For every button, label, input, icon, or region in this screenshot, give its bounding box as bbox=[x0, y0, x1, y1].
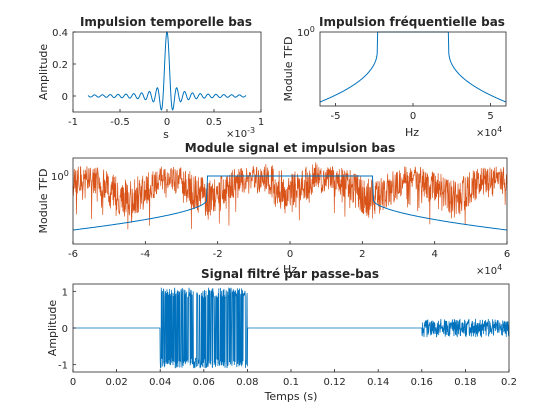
panel4-xlabel: Temps (s) bbox=[264, 390, 318, 403]
panel1-title: Impulsion temporelle bas bbox=[80, 15, 252, 29]
panel4-xtick-label: 0.02 bbox=[105, 377, 127, 388]
panel2-xtick-label: 5 bbox=[487, 111, 493, 122]
panel4-xtick-label: 0.12 bbox=[323, 377, 345, 388]
panel3-xtick-label: -6 bbox=[68, 249, 78, 260]
panel3-xtick-label: 2 bbox=[359, 249, 365, 260]
panel4-xtick-label: 0.04 bbox=[149, 377, 171, 388]
panel4-ytick-label: 1 bbox=[62, 287, 68, 298]
panel4-xtick-label: 0.14 bbox=[367, 377, 389, 388]
panel1-axes-box bbox=[72, 31, 262, 113]
panel4-xtick-label: 0.1 bbox=[283, 377, 299, 388]
filtered-signal-series bbox=[73, 287, 510, 369]
signal-spectrum-series bbox=[72, 162, 508, 230]
panel4-xtick-label: 0.18 bbox=[454, 377, 476, 388]
panel3-xtick-label: 6 bbox=[504, 249, 510, 260]
panel1-xtick-label: 1 bbox=[258, 117, 264, 128]
panel1-xtick-label: 0 bbox=[164, 117, 170, 128]
panel2-xtick-label: 0 bbox=[410, 111, 416, 122]
panel1-ytick-label: 0 bbox=[62, 92, 68, 103]
panel1-x-multiplier: ×10-3 bbox=[226, 126, 255, 140]
panel1-xtick-label: -0.5 bbox=[110, 117, 130, 128]
panel3-x-multiplier: ×104 bbox=[476, 263, 502, 277]
panel3-ylabel: Module TFD bbox=[37, 168, 50, 233]
panel4-xtick-label: 0.06 bbox=[193, 377, 215, 388]
panel3-xtick-label: 4 bbox=[431, 249, 437, 260]
panel4-xtick-label: 0.08 bbox=[236, 377, 258, 388]
panel2-ytick-10e0: 100 bbox=[297, 25, 315, 39]
panel4-title: Signal filtré par passe-bas bbox=[201, 267, 379, 281]
filter-response-series bbox=[72, 175, 508, 231]
panel4-ytick-label: -1 bbox=[58, 361, 68, 372]
panel4-ytick-label: 0 bbox=[62, 324, 68, 335]
panel2-axes-box bbox=[319, 31, 507, 107]
panel4-xtick-label: 0 bbox=[70, 377, 76, 388]
panel2-xtick-label: -5 bbox=[331, 111, 341, 122]
panel2-x-multiplier: ×104 bbox=[476, 125, 502, 139]
panel3-xlabel: Hz bbox=[283, 263, 297, 276]
panel4-xtick-label: 0.16 bbox=[411, 377, 433, 388]
impulse-time-series bbox=[87, 30, 247, 111]
impulse-frequency-series bbox=[319, 31, 507, 103]
panel4-ylabel: Amplitude bbox=[46, 300, 59, 357]
panel3-ytick-10e0: 100 bbox=[51, 169, 69, 183]
panel2-xlabel: Hz bbox=[405, 126, 419, 139]
panel1-ytick-label: 0.4 bbox=[52, 28, 68, 39]
panel2-ylabel: Module TFD bbox=[282, 36, 295, 101]
panel3-xtick-label: -4 bbox=[140, 249, 150, 260]
panel1-ylabel: Amplitude bbox=[37, 44, 50, 101]
panel3-xtick-label: 0 bbox=[287, 249, 293, 260]
panel1-xtick-label: -1 bbox=[68, 117, 78, 128]
panel-signal-spectrum: Module signal et impulsion bas -6 -4 -2 0 2 4… bbox=[37, 141, 510, 277]
panel1-xtick-label: 0.5 bbox=[206, 117, 222, 128]
panel1-xlabel: s bbox=[163, 128, 169, 141]
panel-filtered-signal: Signal filtré par passe-bas 0 0.02 0.04 0.0… bbox=[46, 267, 517, 403]
panel-impulse-frequency: Impulsion fréquentielle bas -5 0 5 100 Hz … bbox=[282, 15, 507, 139]
panel2-title: Impulsion fréquentielle bas bbox=[319, 15, 505, 29]
panel3-title: Module signal et impulsion bas bbox=[185, 141, 396, 155]
panel3-xtick-label: -2 bbox=[213, 249, 223, 260]
panel-impulse-time: Impulsion temporelle bas -1 -0.5 0 0.5 1 0 0.2… bbox=[37, 15, 264, 141]
panel1-ytick-label: 0.2 bbox=[52, 60, 68, 71]
panel4-xtick-label: 0.2 bbox=[501, 377, 517, 388]
